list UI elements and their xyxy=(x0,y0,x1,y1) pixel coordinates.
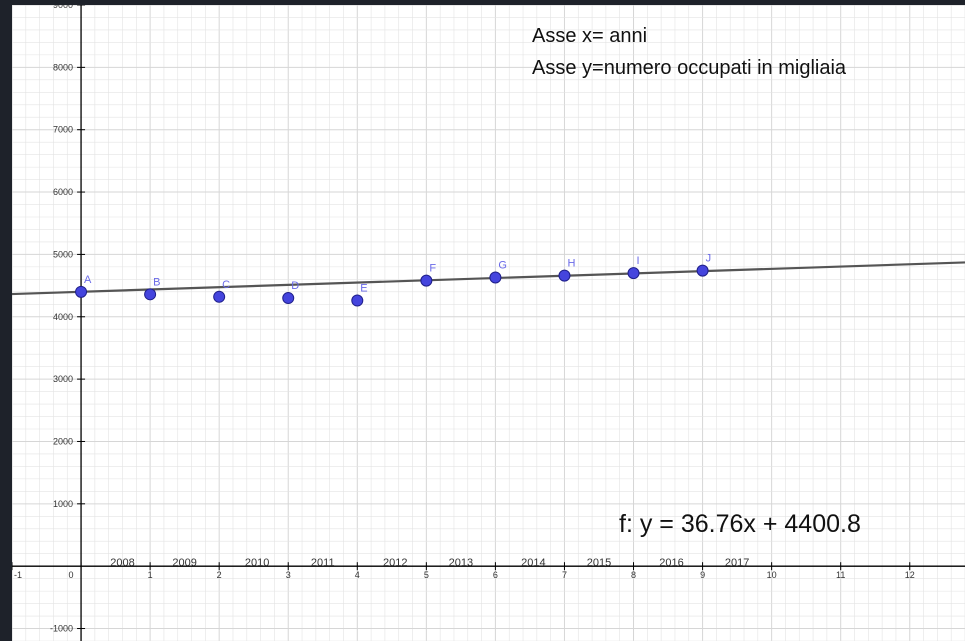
axes xyxy=(12,5,965,641)
x-tick-label: 0 xyxy=(69,570,74,580)
x-tick-label: 1 xyxy=(148,570,153,580)
regression-line-group[interactable] xyxy=(12,261,965,296)
y-tick-label: 7000 xyxy=(53,125,73,135)
data-point-g[interactable] xyxy=(489,271,502,284)
point-label-d: D xyxy=(291,280,299,292)
data-point-a[interactable] xyxy=(75,285,88,298)
x-axis-note: Asse x= anni xyxy=(532,25,648,47)
y-tick-labels: -1000 1000 2000 3000 4000 5000 6000 7000 8000 900… xyxy=(50,5,73,634)
x-tick-label: 12 xyxy=(905,570,915,580)
year-label: 2014 xyxy=(521,557,545,569)
graphing-canvas[interactable]: -1 0 1 2 3 4 5 6 7 8 9 10 11 12 -1000 1000 2000 3000 4000… xyxy=(12,5,965,641)
year-label: 2013 xyxy=(449,557,473,569)
year-label: 2010 xyxy=(245,557,269,569)
point-label-f: F xyxy=(429,263,436,275)
point-label-b: B xyxy=(153,276,160,288)
year-label: 2008 xyxy=(110,557,134,569)
y-tick-label: 2000 xyxy=(53,436,73,446)
data-point-d[interactable] xyxy=(282,292,295,305)
y-tick-label: 3000 xyxy=(53,374,73,384)
x-tick-label: 7 xyxy=(562,570,567,580)
y-tick-label: 8000 xyxy=(53,62,73,72)
x-tick-label: 2 xyxy=(217,570,222,580)
point-label-h: H xyxy=(567,258,575,270)
point-label-i: I xyxy=(637,255,640,267)
y-tick-label: 4000 xyxy=(53,312,73,322)
x-tick-label: 5 xyxy=(424,570,429,580)
data-point-i[interactable] xyxy=(627,267,640,280)
point-label-j: J xyxy=(706,253,712,265)
data-point-c[interactable] xyxy=(213,290,226,303)
point-label-g: G xyxy=(498,259,507,271)
data-point-b[interactable] xyxy=(144,288,157,301)
x-tick-label: 6 xyxy=(493,570,498,580)
data-point-h[interactable] xyxy=(558,269,571,282)
y-tick-label: -1000 xyxy=(50,624,73,634)
y-tick-label: 9000 xyxy=(53,5,73,10)
data-points[interactable]: A B C D E F G H I J xyxy=(75,253,712,307)
point-label-c: C xyxy=(222,279,230,291)
x-tick-labels: -1 0 1 2 3 4 5 6 7 8 9 10 11 12 xyxy=(14,570,915,580)
point-label-a: A xyxy=(84,274,92,286)
year-label: 2017 xyxy=(725,557,749,569)
x-tick-label: -1 xyxy=(14,570,22,580)
y-axis-note: Asse y=numero occupati in migliaia xyxy=(532,57,847,79)
y-tick-label: 1000 xyxy=(53,499,73,509)
scatter-chart[interactable]: -1 0 1 2 3 4 5 6 7 8 9 10 11 12 -10001000200030004000… xyxy=(12,5,965,641)
x-tick-label: 11 xyxy=(836,570,845,580)
regression-line xyxy=(12,261,965,296)
y-tick-label: 5000 xyxy=(53,249,73,259)
x-tick-label: 8 xyxy=(631,570,636,580)
x-tick-label: 9 xyxy=(700,570,705,580)
year-label: 2015 xyxy=(587,557,611,569)
x-tick-label: 10 xyxy=(767,570,777,580)
window-frame-left xyxy=(0,0,12,641)
x-tick-label: 4 xyxy=(355,570,360,580)
year-labels: 2008 2009 2010 2011 2012 2013 2014 2015 2016 2017 xyxy=(110,557,749,569)
year-label: 2009 xyxy=(172,557,196,569)
data-point-e[interactable] xyxy=(351,294,364,307)
data-point-f[interactable] xyxy=(420,274,433,287)
window-frame-top xyxy=(0,0,965,5)
y-tick-label: 6000 xyxy=(53,187,73,197)
regression-equation[interactable]: f: y = 36.76x + 4400.8 xyxy=(619,510,861,538)
year-label: 2012 xyxy=(383,557,407,569)
grid-lines xyxy=(12,5,965,641)
year-label: 2011 xyxy=(311,557,335,569)
data-point-j[interactable] xyxy=(696,264,709,277)
year-label: 2016 xyxy=(659,557,683,569)
point-label-e: E xyxy=(360,283,367,295)
x-tick-label: 3 xyxy=(286,570,291,580)
